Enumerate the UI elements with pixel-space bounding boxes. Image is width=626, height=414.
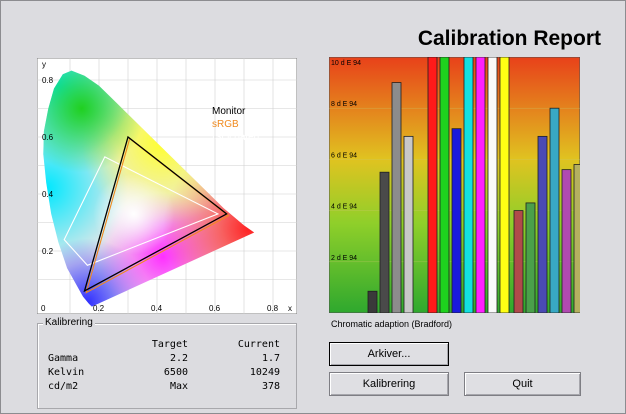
calibration-row-kelvin: Kelvin 6500 10249 [48, 365, 280, 379]
header-current: Current [237, 338, 280, 350]
calibration-group-title: Kalibrering [43, 317, 95, 328]
x-tick-label: 0.4 [151, 304, 163, 313]
bar-5 [439, 57, 450, 313]
bar-3 [403, 135, 414, 313]
calibration-group: Kalibrering Target Current Gamma 2.2 1.7… [37, 317, 297, 409]
bar-10 [499, 57, 510, 313]
bar-2 [391, 82, 402, 313]
legend-monitor: Monitor [212, 106, 246, 117]
cie-axis-labels: 0 0.2 0.4 0.6 0.8 0.2 0.4 0.6 0.8 x y [41, 60, 292, 313]
y-tick-label: 0.8 [42, 76, 54, 85]
row-label: Gamma [48, 352, 79, 364]
bar-7 [463, 57, 474, 313]
row-target: Max [169, 380, 188, 392]
row-target: 6500 [163, 366, 188, 378]
report-title: Calibration Report [417, 27, 601, 50]
bar-14 [549, 107, 560, 313]
calibration-table: Target Current Gamma 2.2 1.7 Kelvin 6500… [48, 337, 280, 393]
x-axis-label: x [288, 304, 292, 313]
bar-8 [475, 57, 486, 313]
row-current: 1.7 [261, 352, 280, 364]
calibration-header-row: Target Current [48, 337, 280, 351]
calibration-row-luminance: cd/m2 Max 378 [48, 379, 280, 393]
header-target: Target [151, 338, 188, 350]
row-label: Kelvin [48, 366, 85, 378]
calibration-row-gamma: Gamma 2.2 1.7 [48, 351, 280, 365]
bar-16 [573, 164, 580, 313]
bar-y-tick-label: 10 d E 94 [331, 60, 361, 67]
bar-y-tick-label: 2 d E 94 [331, 255, 357, 262]
row-target: 2.2 [169, 352, 188, 364]
x-tick-label: 0.6 [209, 304, 221, 313]
legend-srgb: sRGB [212, 119, 239, 130]
legend-isocoated: ISOcoated [212, 132, 259, 143]
bar-1 [379, 171, 390, 313]
gamut-monitor [83, 135, 228, 293]
row-current: 10249 [249, 366, 280, 378]
bar-chart-ticks: 2 d E 94 4 d E 94 6 d E 94 8 d E 94 10 d E 9… [331, 60, 361, 262]
header-label [48, 337, 118, 351]
y-axis-label: y [42, 60, 46, 69]
y-tick-label: 0.6 [42, 133, 54, 142]
bar-chart-bars [367, 57, 580, 313]
gamut-isocoated [63, 156, 220, 266]
bar-13 [537, 135, 548, 313]
bar-15 [561, 169, 572, 313]
row-label: cd/m2 [48, 380, 79, 392]
x-tick-label: 0.8 [267, 304, 279, 313]
bar-0 [367, 290, 378, 313]
x-tick-label: 0 [41, 304, 46, 313]
archive-button[interactable]: Arkiver... [329, 342, 449, 366]
cie-gamut-triangles [63, 135, 230, 294]
quit-button[interactable]: Quit [464, 372, 581, 396]
chart-caption: Chromatic adaption (Bradford) [331, 319, 453, 329]
y-tick-label: 0.2 [42, 247, 54, 256]
bar-y-tick-label: 4 d E 94 [331, 204, 357, 211]
cie-chromaticity-diagram: 0 0.2 0.4 0.6 0.8 0.2 0.4 0.6 0.8 x y Monitor sRGB… [37, 58, 297, 314]
bar-4 [427, 57, 438, 313]
bar-12 [525, 202, 536, 313]
bar-11 [513, 210, 524, 313]
bar-y-tick-label: 6 d E 94 [331, 152, 357, 159]
row-current: 378 [261, 380, 280, 392]
y-tick-label: 0.4 [42, 190, 54, 199]
x-tick-label: 0.2 [93, 304, 105, 313]
bar-6 [451, 128, 462, 313]
delta-e-bar-chart: 2 d E 94 4 d E 94 6 d E 94 8 d E 94 10 d E 9… [329, 57, 580, 313]
calibrate-button[interactable]: Kalibrering [329, 372, 449, 396]
bar-y-tick-label: 8 d E 94 [331, 101, 357, 108]
bar-9 [487, 57, 498, 313]
